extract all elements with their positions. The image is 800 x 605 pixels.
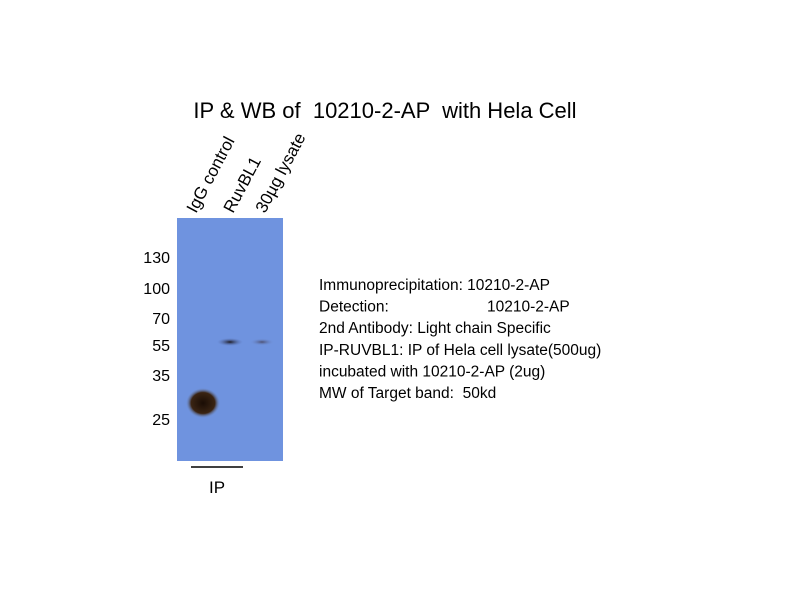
marker-label: 130	[143, 250, 170, 267]
marker-label: 25	[152, 412, 170, 429]
description-text: 2nd Antibody: Light chain Specific	[319, 320, 551, 337]
marker-label: 100	[143, 281, 170, 298]
marker-label: 55	[152, 338, 170, 355]
description-text: Immunoprecipitation: 10210-2-AP	[319, 277, 550, 294]
markers: 130 100 70 55 35 25	[143, 250, 170, 429]
lane-label: 30µg lysate	[252, 130, 310, 216]
description-text: incubated with 10210-2-AP (2ug)	[319, 363, 545, 380]
ip-label: IP	[209, 478, 225, 497]
description-text: MW of Target band: 50kd	[319, 385, 496, 402]
description-text: IP-RUVBL1: IP of Hela cell lysate(500ug)	[319, 342, 601, 359]
igg-band	[186, 388, 220, 418]
description-text: 10210-2-AP	[487, 299, 570, 316]
marker-label: 35	[152, 368, 170, 385]
title: IP & WB of 10210-2-AP with Hela Cell	[193, 98, 576, 123]
lysate-band	[250, 338, 274, 346]
ruvbl1-band	[217, 338, 243, 346]
description-text: Detection:	[319, 299, 389, 316]
marker-label: 70	[152, 311, 170, 328]
description: Immunoprecipitation: 10210-2-AP Detection…	[319, 277, 601, 402]
